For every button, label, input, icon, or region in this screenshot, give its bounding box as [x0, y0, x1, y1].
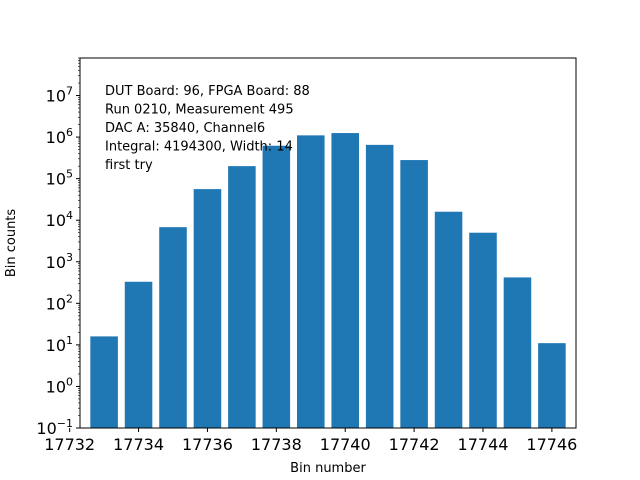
bar: [503, 277, 532, 428]
y-axis-label: Bin counts: [4, 209, 19, 278]
annotation-block: DUT Board: 96, FPGA Board: 88 Run 0210, M…: [105, 84, 310, 173]
y-tick-label: 102: [46, 292, 73, 313]
x-tick-label: 17732: [44, 435, 95, 454]
y-tick-label: 104: [46, 209, 73, 230]
x-tick-label: 17736: [182, 435, 233, 454]
bar: [297, 135, 325, 428]
bar: [90, 336, 118, 428]
bar: [124, 281, 153, 428]
bar: [538, 343, 566, 428]
y-tick-label: 101: [46, 334, 73, 355]
bar: [262, 145, 291, 428]
y-tick-label: 100: [46, 375, 73, 396]
x-tick-label: 17742: [389, 435, 440, 454]
y-ticks-group: 10−1 100 101 102 103 104 105 106 107: [36, 57, 80, 438]
x-tick-label: 17746: [526, 435, 577, 454]
plot-frame: [79, 57, 577, 429]
x-ticks-group: 17732 17734 17736 17738 17740 17742 17744 17746: [44, 428, 577, 454]
bar: [193, 189, 222, 428]
bar: [469, 232, 497, 428]
bar: [331, 133, 359, 428]
annotation-line: DUT Board: 96, FPGA Board: 88: [105, 84, 310, 99]
y-tick-label: 105: [46, 168, 73, 189]
y-tick-label: 107: [46, 85, 73, 106]
x-tick-label: 17740: [320, 435, 371, 454]
y-tick-label: 106: [46, 126, 73, 147]
x-tick-label: 17744: [458, 435, 509, 454]
bar: [228, 166, 256, 428]
bar: [365, 144, 394, 429]
annotation-line: Integral: 4194300, Width: 14: [105, 140, 293, 155]
y-tick-label: 103: [46, 251, 73, 272]
bar: [434, 211, 463, 428]
bars-group: [90, 133, 566, 429]
x-tick-label: 17738: [251, 435, 302, 454]
annotation-line: Run 0210, Measurement 495: [105, 103, 294, 118]
x-axis-label: Bin number: [290, 461, 366, 476]
y-tick-label: 10−1: [36, 417, 73, 438]
bar: [159, 227, 187, 428]
bar: [400, 160, 428, 428]
annotation-line: first try: [105, 158, 153, 173]
annotation-line: DAC A: 35840, Channel6: [105, 121, 265, 136]
x-tick-label: 17734: [113, 435, 164, 454]
